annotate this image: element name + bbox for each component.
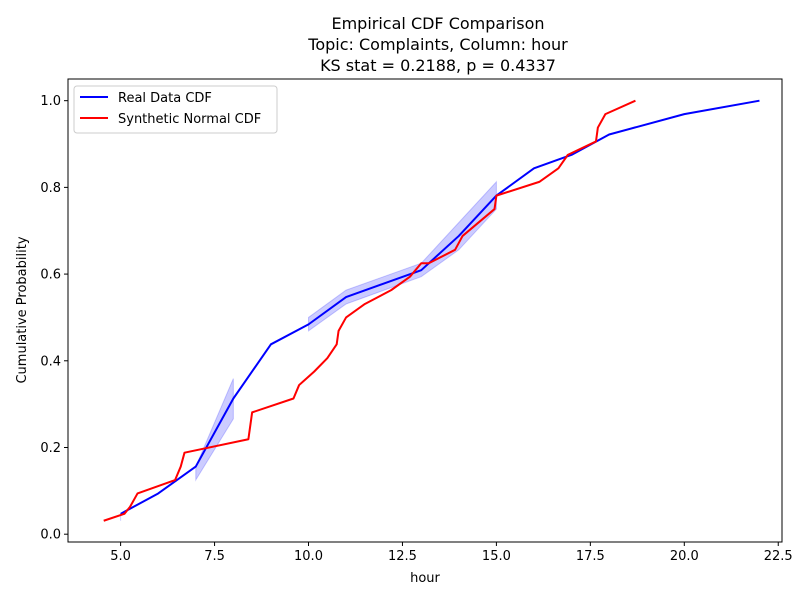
x-tick-label: 20.0 bbox=[670, 549, 699, 564]
y-tick-label: 1.0 bbox=[40, 94, 61, 109]
chart-title-line-2: Topic: Complaints, Column: hour bbox=[307, 35, 568, 54]
x-tick-label: 5.0 bbox=[110, 549, 131, 564]
y-axis-label: Cumulative Probability bbox=[15, 236, 30, 383]
x-axis-ticks: 5.0 7.5 10.0 12.5 15.0 17.5 20.0 22.5 bbox=[110, 542, 793, 564]
x-tick-label: 15.0 bbox=[482, 549, 511, 564]
legend-label-real: Real Data CDF bbox=[118, 91, 212, 106]
chart-title-line-1: Empirical CDF Comparison bbox=[331, 14, 544, 33]
y-tick-label: 0.0 bbox=[40, 528, 61, 543]
x-tick-label: 10.0 bbox=[294, 549, 323, 564]
chart-title: Empirical CDF Comparison Topic: Complain… bbox=[307, 14, 568, 75]
series-lines bbox=[103, 99, 760, 522]
legend: Real Data CDF Synthetic Normal CDF bbox=[73, 85, 278, 134]
confidence-bands bbox=[120, 180, 497, 521]
real-data-cdf-line bbox=[120, 99, 760, 515]
x-axis-label: hour bbox=[410, 571, 440, 586]
legend-box bbox=[73, 85, 278, 134]
y-tick-label: 0.6 bbox=[40, 268, 61, 283]
synthetic-normal-cdf-line bbox=[103, 99, 636, 522]
x-tick-label: 7.5 bbox=[204, 549, 225, 564]
x-tick-label: 22.5 bbox=[764, 549, 793, 564]
plot-area-frame bbox=[67, 78, 783, 543]
y-tick-label: 0.2 bbox=[40, 441, 61, 456]
y-tick-label: 0.8 bbox=[40, 181, 61, 196]
y-tick-label: 0.4 bbox=[40, 354, 61, 369]
y-axis-ticks: 0.0 0.2 0.4 0.6 0.8 1.0 bbox=[40, 94, 68, 543]
chart-title-line-3: KS stat = 0.2188, p = 0.4337 bbox=[320, 56, 556, 75]
x-tick-label: 12.5 bbox=[388, 549, 417, 564]
legend-label-synthetic: Synthetic Normal CDF bbox=[118, 112, 261, 127]
confidence-band-segment bbox=[195, 378, 234, 482]
confidence-band-segment bbox=[308, 180, 497, 332]
x-tick-label: 17.5 bbox=[576, 549, 605, 564]
